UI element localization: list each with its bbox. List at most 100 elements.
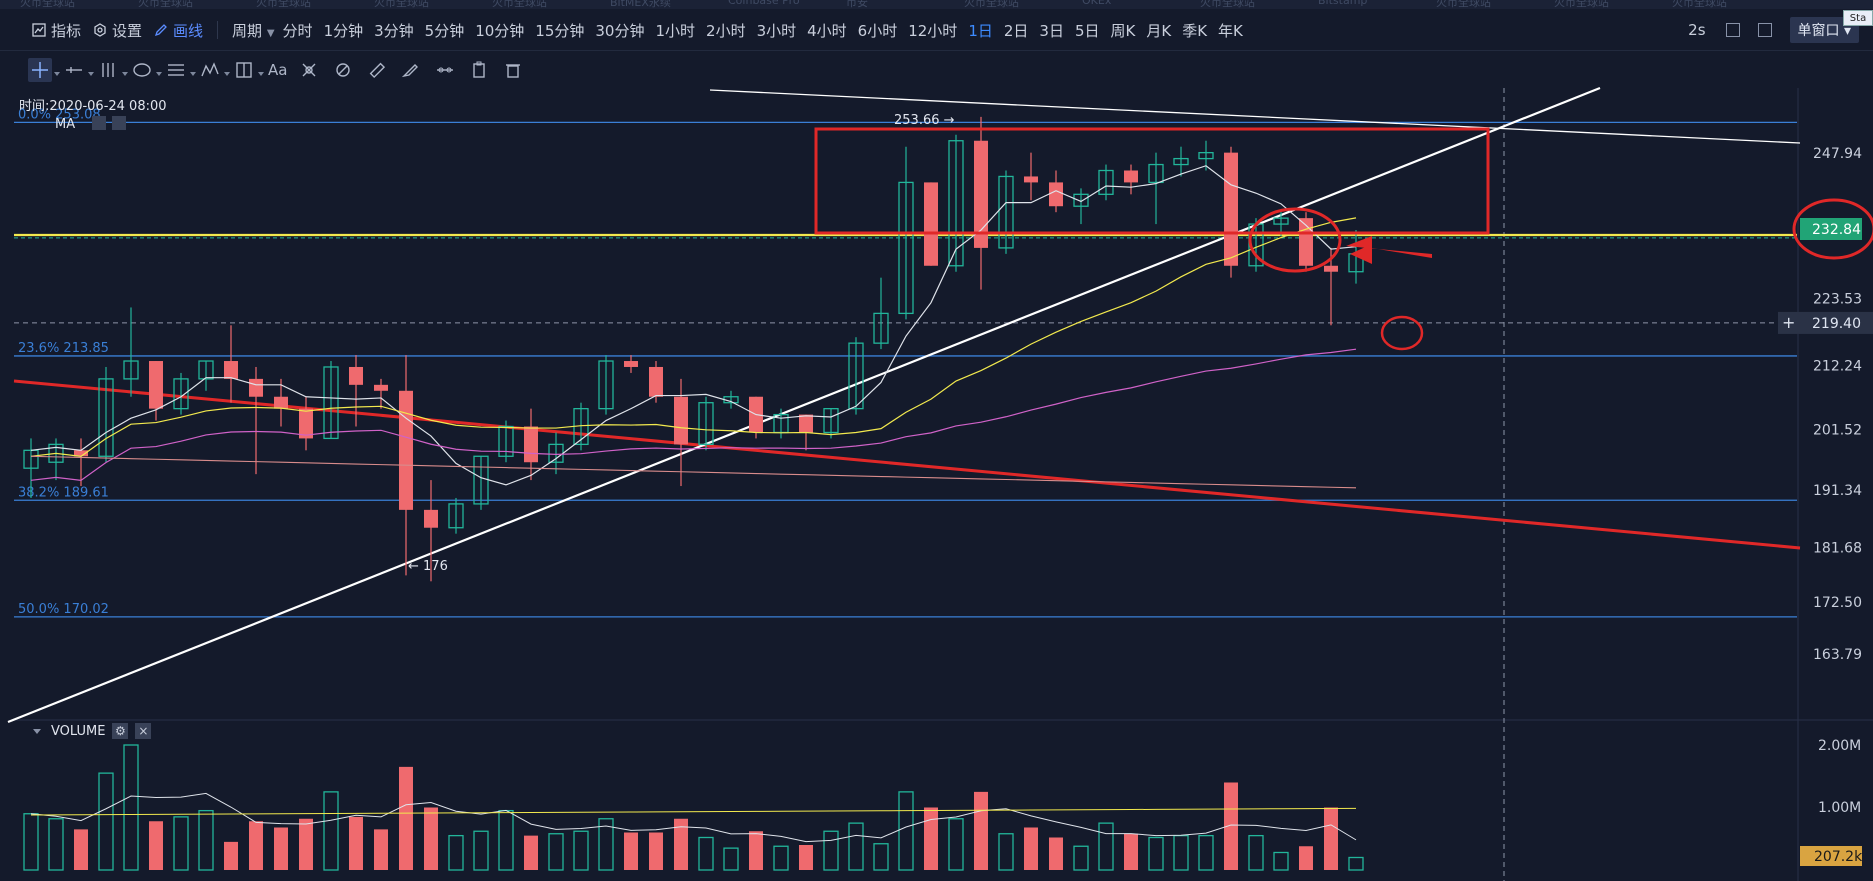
period-option[interactable]: 1分钟 [323, 21, 364, 40]
exchange-tab[interactable]: 火币全球站 [1672, 0, 1727, 9]
volume-bar [723, 847, 739, 871]
low-annotation: ← 176 [408, 559, 448, 574]
volume-bar [274, 827, 288, 870]
volume-bar [948, 818, 964, 871]
crosshair-price-label: 219.40 [1812, 316, 1861, 332]
exchange-tab[interactable]: 火币全球站 [20, 0, 75, 9]
period-option[interactable]: 30分钟 [595, 21, 645, 40]
lock-icon [336, 63, 351, 77]
candle-body [624, 361, 638, 367]
candle-body [498, 425, 514, 457]
exchange-tab[interactable]: Bitstamp [1318, 0, 1368, 7]
volume-legend: VOLUME ⚙ × [33, 723, 152, 739]
period-option[interactable]: 5分钟 [424, 21, 465, 40]
volume-bar [498, 809, 514, 871]
period-option[interactable]: 周K [1110, 21, 1136, 40]
fib-tool[interactable] [164, 58, 196, 82]
exchange-tab[interactable]: 火币全球站 [138, 0, 193, 9]
volume-ma-yellow [30, 807, 1357, 816]
exchange-tab[interactable]: 火币全球站 [1200, 0, 1255, 9]
text-tool[interactable]: Aa [268, 61, 288, 79]
settings-button[interactable]: 设置 [93, 20, 142, 41]
indicators-button[interactable]: 指标 [32, 20, 81, 41]
volume-bar [649, 832, 663, 870]
exchange-tab[interactable]: 火币全球站 [964, 0, 1019, 9]
refresh-interval[interactable]: 2s [1688, 21, 1706, 39]
line-tool[interactable] [62, 58, 94, 82]
candle-body [873, 312, 889, 344]
exchange-tab[interactable]: 火币全球站 [1554, 0, 1609, 9]
lock-tool[interactable] [331, 58, 355, 82]
screenshot-icon[interactable] [1725, 23, 1740, 37]
drawing-label: 画线 [173, 21, 204, 40]
chevron-down-icon[interactable] [33, 728, 41, 734]
exchange-tab[interactable]: 火币全球站 [374, 0, 429, 9]
drawing-button[interactable]: 画线 [154, 20, 203, 41]
period-option[interactable]: 1小时 [655, 21, 696, 40]
fibonacci-icon [168, 64, 184, 76]
period-option[interactable]: 6小时 [857, 21, 898, 40]
candle-body [1049, 182, 1063, 207]
ma-settings-icon[interactable] [92, 116, 106, 130]
measure-tool[interactable] [232, 58, 264, 82]
exchange-tab[interactable]: 火币全球站 [1436, 0, 1491, 9]
gear-icon[interactable]: ⚙ [112, 723, 129, 739]
period-option[interactable]: 5日 [1074, 21, 1100, 40]
period-option[interactable]: 3分钟 [374, 21, 414, 40]
period-option[interactable]: 1日 [968, 21, 993, 40]
exchange-tab[interactable]: 币安 [846, 0, 868, 9]
brush-icon [402, 64, 419, 78]
crosshair-price-badge [1778, 311, 1873, 334]
candle-body [1124, 170, 1138, 183]
volume-bar [374, 829, 388, 870]
delete-tool[interactable] [501, 58, 525, 82]
clipboard-tool[interactable] [467, 58, 491, 82]
crosshair-tool[interactable] [28, 58, 60, 82]
ma-collapse-icon[interactable] [112, 116, 126, 130]
period-option[interactable]: 15分钟 [535, 21, 585, 40]
exchange-tab[interactable]: Coinbase Pro [728, 0, 800, 7]
white-uptrend-line [7, 86, 1601, 724]
exchange-tab[interactable]: 火币全球站 [256, 0, 311, 9]
candle-body [349, 366, 363, 385]
hide-tool[interactable] [433, 58, 457, 82]
volume-bar [1299, 846, 1313, 870]
fullscreen-icon[interactable] [1757, 23, 1772, 37]
brush-tool[interactable] [399, 58, 423, 82]
close-icon[interactable]: × [135, 723, 152, 739]
period-option[interactable]: 12小时 [908, 21, 958, 40]
chevron-down-icon: ▼ [266, 27, 275, 39]
ruler-tool[interactable] [365, 58, 389, 82]
candle-body [1324, 265, 1338, 272]
period-option[interactable]: 2日 [1003, 21, 1029, 40]
period-option[interactable]: 季K [1182, 21, 1208, 40]
volume-bar [998, 833, 1014, 871]
shape-tool[interactable] [130, 58, 162, 82]
volume-bar [473, 830, 489, 871]
period-option[interactable]: 4小时 [807, 21, 847, 40]
ma-yellow-line [30, 217, 1357, 457]
price-tick-label: 163.79 [1813, 647, 1862, 663]
period-option[interactable]: 3日 [1039, 21, 1064, 40]
channel-tool[interactable] [96, 58, 128, 82]
period-option[interactable]: 月K [1146, 21, 1172, 40]
period-option[interactable]: 10分钟 [475, 21, 525, 40]
fib-label: 50.0% 170.02 [18, 602, 109, 617]
volume-bar [524, 835, 538, 870]
exchange-tab[interactable]: OKEx [1082, 0, 1112, 7]
candle-body [1024, 176, 1038, 183]
period-option[interactable]: 3小时 [756, 21, 797, 40]
volume-bar [74, 829, 88, 870]
exchange-tab[interactable]: BitMEX永续 [610, 0, 671, 9]
price-tick-label: 247.94 [1813, 146, 1862, 162]
pattern-tool[interactable] [198, 58, 230, 82]
period-option[interactable]: 年K [1218, 21, 1243, 40]
period-option[interactable]: 2小时 [706, 21, 746, 40]
volume-bar [698, 836, 714, 871]
magnet-tool[interactable] [297, 58, 321, 82]
period-option[interactable]: 分时 [282, 21, 313, 40]
exchange-tab[interactable]: 火币全球站 [492, 0, 547, 9]
candle-body [198, 360, 214, 380]
period-dropdown[interactable]: 周期 ▼ [232, 20, 275, 41]
